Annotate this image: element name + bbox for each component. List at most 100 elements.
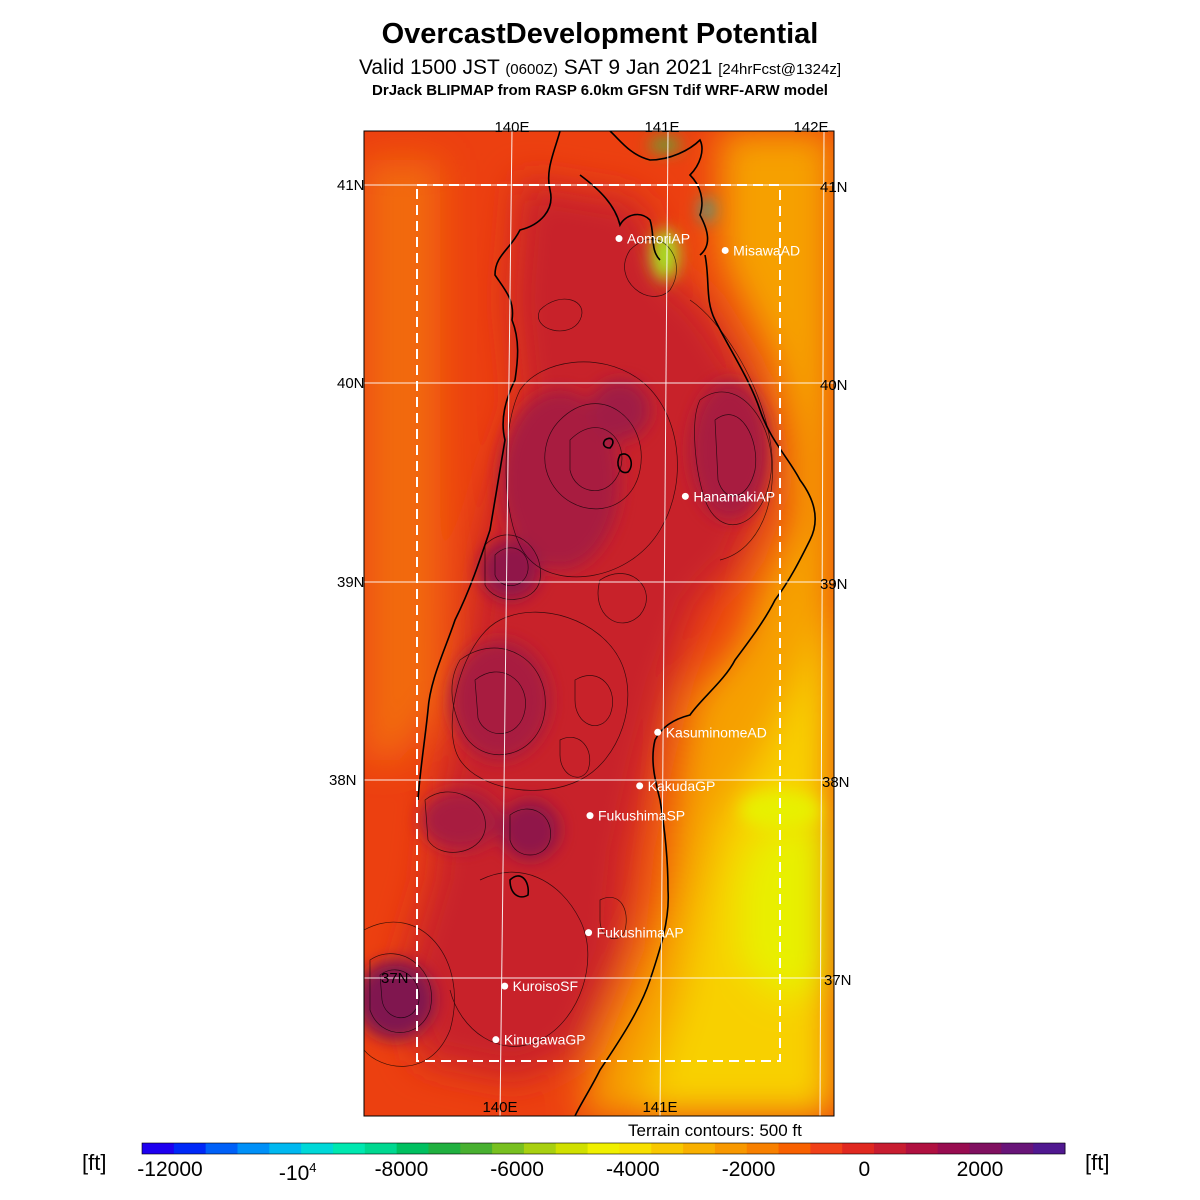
colorbar-swatch <box>874 1143 907 1154</box>
high-terrain-6 <box>500 800 560 860</box>
station-label: AomoriAP <box>627 231 690 247</box>
lat-label-right: 41N <box>820 179 848 196</box>
colorbar-swatch <box>619 1143 652 1154</box>
colorbar-swatch <box>937 1143 971 1154</box>
lon-labels: 140E 141E 142E 140E 141E <box>482 119 828 1116</box>
station-marker <box>586 812 594 820</box>
valid-prefix: Valid 1500 JST <box>358 56 500 79</box>
colorbar-swatch <box>428 1143 461 1154</box>
colorbar-swatch <box>969 1143 1002 1154</box>
station-marker <box>721 246 729 254</box>
colorbar-tick-label: -12000 <box>137 1158 203 1181</box>
green-patch-1 <box>651 229 679 281</box>
station-marker <box>501 982 509 990</box>
station-label: KuroisoSF <box>513 978 578 994</box>
colorbar-swatch <box>460 1143 493 1154</box>
terrain-contours <box>364 239 773 1067</box>
colorbar-swatch <box>364 1143 398 1154</box>
colorbar-swatch <box>205 1143 238 1154</box>
map-title: OvercastDevelopment Potential <box>381 18 819 50</box>
colorbar-tick-exponent: 4 <box>309 1160 317 1175</box>
station-label: KasuminomeAD <box>666 724 767 740</box>
high-terrain-4 <box>450 640 550 760</box>
lat-label-right: 39N <box>820 576 848 593</box>
pacific-field-yellow <box>740 820 834 1000</box>
graticule <box>364 131 834 1116</box>
coastline <box>417 131 816 1116</box>
station-marker <box>654 728 662 736</box>
lat-label-left: 41N <box>337 177 365 194</box>
high-terrain-1 <box>500 390 620 570</box>
green-patch-2 <box>649 139 681 151</box>
colorbar-swatch <box>746 1143 780 1154</box>
colorbar-swatch <box>396 1143 429 1154</box>
valid-date: SAT 9 Jan 2021 <box>563 56 713 79</box>
station-label: FukushimaAP <box>597 925 684 941</box>
colorbar-tick-label: 2000 <box>956 1158 1004 1181</box>
lat-label-right: 38N <box>822 774 850 791</box>
station-marker <box>636 782 644 790</box>
colorbar-swatch <box>523 1143 557 1154</box>
lon-label-top: 142E <box>793 119 828 136</box>
colorbar-swatch <box>142 1143 175 1154</box>
land-field <box>400 180 770 1080</box>
lat-label-right: 37N <box>824 972 852 989</box>
lon-label-bottom: 141E <box>642 1099 677 1116</box>
forecast-info: [24hrFcst@1324z] <box>718 61 841 78</box>
station-marker <box>492 1036 500 1044</box>
station-marker <box>585 929 593 937</box>
model-line: DrJack BLIPMAP from RASP 6.0km GFSN Tdif… <box>372 82 828 99</box>
inner-domain-box <box>416 184 781 1062</box>
valid-time-line: Valid 1500 JST (0600Z) SAT 9 Jan 2021 [2… <box>0 56 1200 80</box>
colorbar-swatch <box>1001 1143 1034 1154</box>
colorbar-swatch <box>810 1143 843 1154</box>
lat-label-right: 40N <box>820 377 848 394</box>
colorbar-tick-label: -104 <box>278 1160 317 1185</box>
cyan-patch <box>701 198 713 222</box>
colorbar-border <box>141 1142 1066 1155</box>
station-label: HanamakiAP <box>693 488 775 504</box>
colorbar-swatch <box>492 1143 525 1154</box>
colorbar-swatch <box>301 1143 334 1154</box>
terrain-contour-note: Terrain contours: 500 ft <box>628 1121 802 1140</box>
colorbar-swatch <box>587 1143 620 1154</box>
colorbar-swatch <box>555 1143 589 1154</box>
lon-label-top: 141E <box>644 119 679 136</box>
japan-sea-field <box>364 160 440 760</box>
station-label: KinugawaGP <box>504 1032 586 1048</box>
colorbar-swatch <box>905 1143 939 1154</box>
colorbar <box>141 1142 1066 1155</box>
lat-labels: 41N 40N 39N 38N 37N 41N 40N 39N 38N 37N <box>329 177 852 989</box>
colorbar-swatch <box>651 1143 684 1154</box>
colorbar-swatch <box>1033 1143 1066 1154</box>
lat-label-left: 40N <box>337 375 365 392</box>
colorbar-swatch <box>173 1143 207 1154</box>
station-layer: AomoriAP MisawaAD HanamakiAP KasuminomeAD Ka… <box>492 231 800 1048</box>
colorbar-swatch <box>714 1143 748 1154</box>
station-marker <box>681 492 689 500</box>
colorbar-tick-label: -8000 <box>374 1158 429 1181</box>
colorbar-unit-left: [ft] <box>82 1150 107 1175</box>
lon-label-top: 140E <box>494 119 529 136</box>
station-label: KakudaGP <box>648 778 716 794</box>
colorbar-swatch <box>269 1143 302 1154</box>
colorbar-swatch <box>332 1143 366 1154</box>
colorbar-tick-label: -4000 <box>605 1158 660 1181</box>
colorbar-swatch <box>683 1143 716 1154</box>
lat-label-left: 38N <box>329 772 357 789</box>
colorbar-tick-label: -2000 <box>721 1158 776 1181</box>
lon-label-bottom: 140E <box>482 1099 517 1116</box>
plot-border <box>363 130 835 1117</box>
colorbar-unit-right: [ft] <box>1085 1150 1110 1175</box>
lat-label-left: 39N <box>337 574 365 591</box>
station-label: MisawaAD <box>733 242 800 258</box>
colorbar-swatch <box>842 1143 875 1154</box>
colorbar-swatch <box>237 1143 270 1154</box>
high-terrain-2 <box>690 380 770 520</box>
valid-zulu: (0600Z) <box>505 61 558 78</box>
colorbar-swatch <box>778 1143 811 1154</box>
station-marker <box>615 235 623 243</box>
lat-label-left: 37N <box>381 970 409 987</box>
colorbar-tick-label: -6000 <box>490 1158 544 1181</box>
